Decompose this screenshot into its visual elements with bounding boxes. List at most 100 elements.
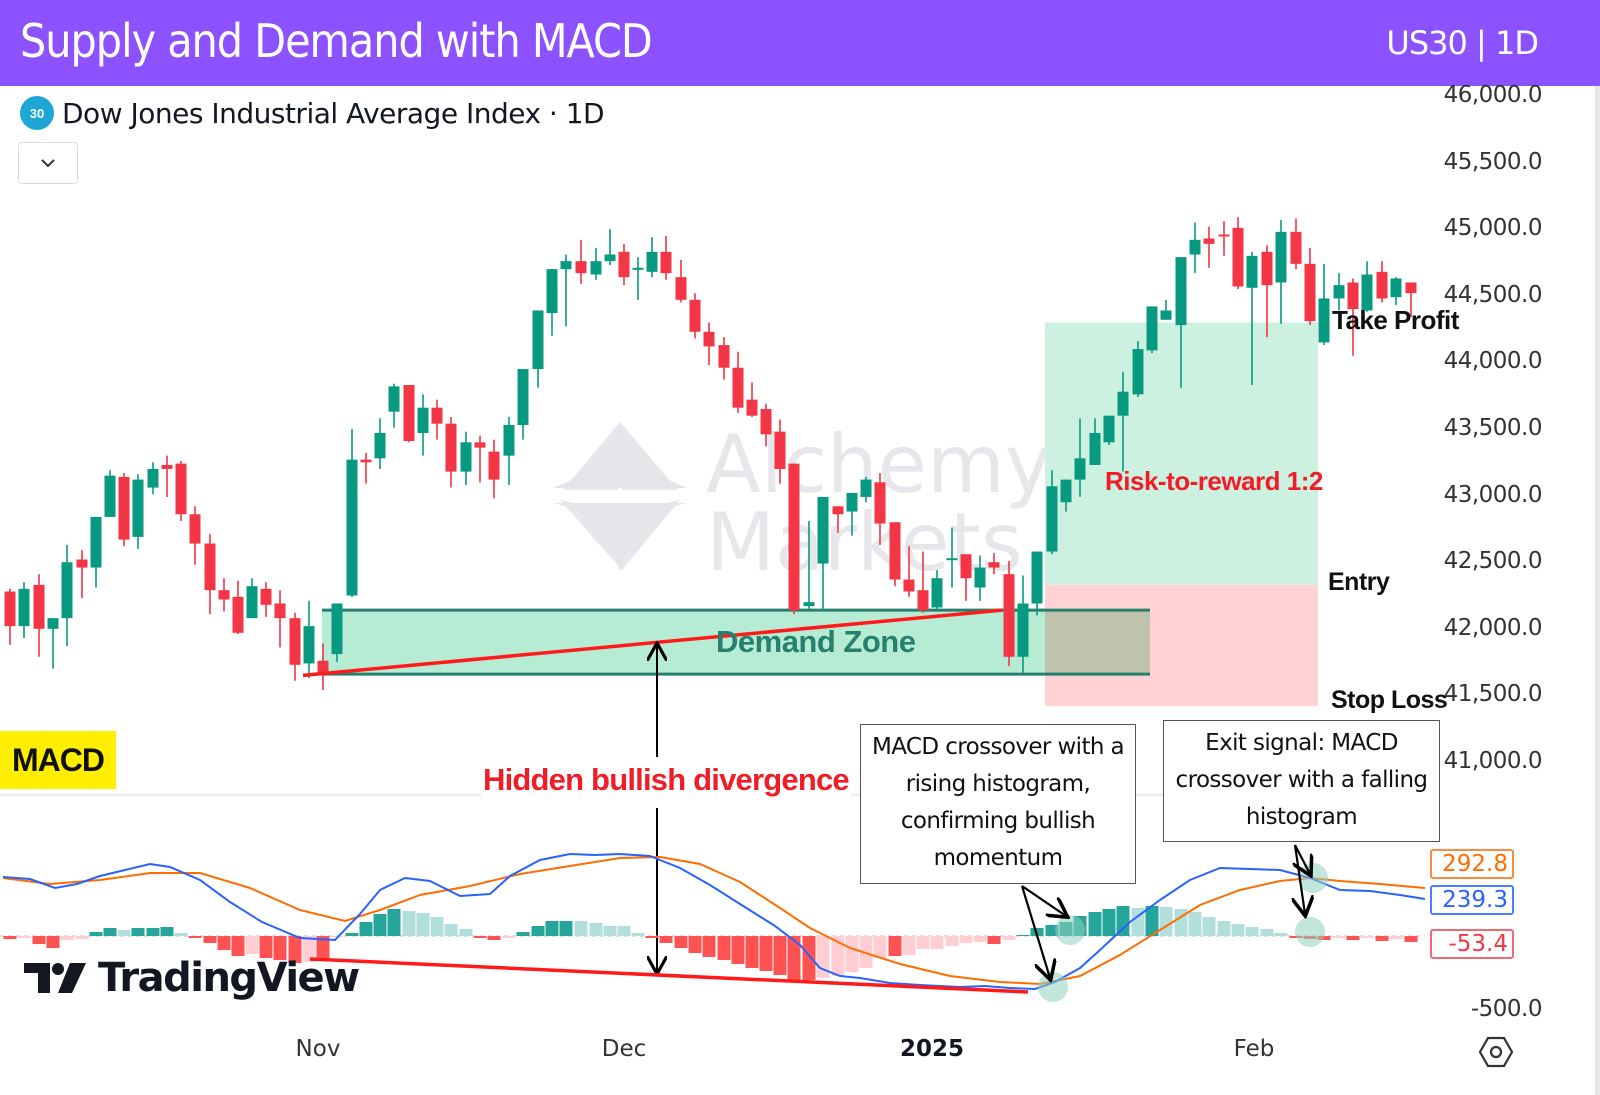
candle — [346, 429, 358, 597]
candle — [618, 243, 630, 286]
candle — [331, 603, 343, 663]
histogram-bar — [1375, 936, 1389, 941]
histogram-bar — [459, 929, 473, 936]
histogram-bar — [930, 936, 944, 949]
histogram-bar — [273, 936, 287, 960]
candle — [403, 385, 415, 443]
crossover-highlight — [1055, 915, 1085, 945]
candle — [1218, 221, 1230, 256]
histogram-bar — [416, 913, 430, 936]
histogram-bar — [987, 936, 1001, 944]
candle — [632, 257, 644, 300]
candle — [917, 551, 929, 613]
candle — [260, 582, 272, 617]
take-profit-label: Take Profit — [1332, 305, 1459, 335]
candle — [1304, 247, 1316, 326]
histogram-bar — [1404, 936, 1418, 942]
candle — [931, 570, 943, 609]
macd-divergence-trendline — [309, 957, 1029, 994]
histogram-bar — [631, 933, 645, 936]
histogram-bar — [60, 936, 74, 940]
right-edge-scrollbar[interactable] — [1595, 86, 1600, 1095]
callout-line: histogram — [1245, 804, 1358, 830]
price-axis-tick: 45,500.0 — [1443, 148, 1543, 175]
histogram-bar — [603, 926, 617, 936]
candle — [1347, 278, 1359, 356]
histogram-bar — [487, 936, 501, 940]
histogram-bar — [845, 936, 859, 972]
candle — [47, 618, 59, 669]
candle — [732, 351, 744, 414]
candle — [832, 506, 844, 533]
macd-axis-tick: -500.0 — [1470, 996, 1543, 1022]
instrument-legend[interactable]: 30 Dow Jones Industrial Average Index · … — [20, 96, 605, 130]
price-axis-tick: 42,500.0 — [1443, 548, 1543, 575]
signal-value-tag: 292.8 — [1430, 849, 1514, 879]
histogram-bar — [1159, 907, 1173, 936]
candle — [675, 259, 687, 303]
title-banner: Supply and Demand with MACD US30 | 1D — [0, 0, 1600, 86]
histogram-bar — [217, 936, 231, 950]
candle — [1132, 341, 1144, 398]
histogram-bar — [1016, 935, 1030, 936]
candle — [1333, 273, 1345, 311]
candle — [503, 417, 515, 485]
candle — [746, 382, 758, 418]
candle — [317, 643, 329, 691]
histogram-bar — [1045, 925, 1059, 936]
time-axis-label: 2025 — [899, 1036, 965, 1062]
candle — [960, 554, 972, 601]
histogram-bar — [103, 928, 117, 936]
candle — [1031, 551, 1043, 616]
candle — [175, 460, 187, 521]
price-axis-tick: 42,000.0 — [1443, 614, 1543, 641]
histogram-bar — [117, 930, 131, 936]
candle — [1246, 251, 1258, 386]
price-axis-tick: 43,500.0 — [1443, 415, 1543, 441]
histogram-bar — [402, 911, 416, 936]
candle — [189, 506, 201, 565]
histogram-bar — [387, 909, 401, 936]
candle — [974, 555, 986, 601]
collapse-legend-button[interactable] — [18, 142, 78, 184]
candle — [1189, 222, 1201, 274]
histogram-bar — [444, 924, 458, 936]
histogram-bar — [945, 936, 959, 946]
histogram-bar — [1360, 936, 1374, 938]
time-axis-label: Nov — [295, 1036, 341, 1062]
overlay-layer — [302, 608, 1003, 972]
candle — [232, 580, 244, 635]
candle — [1290, 218, 1302, 270]
callout-line: MACD crossover with a — [871, 734, 1125, 760]
histogram-bar — [717, 936, 731, 960]
candle — [1376, 261, 1388, 303]
macd-tag: MACD — [0, 731, 116, 789]
histogram-bar — [545, 921, 559, 936]
candle — [445, 417, 457, 488]
candle — [1318, 263, 1330, 346]
candle — [289, 612, 301, 681]
dji-badge-icon: 30 — [20, 96, 54, 130]
candle — [61, 544, 73, 647]
histogram-bar — [831, 936, 845, 976]
candle — [903, 546, 915, 597]
settings-gear-icon[interactable] — [1478, 1034, 1514, 1070]
histogram-bar — [146, 928, 160, 936]
histogram-bar — [203, 936, 217, 943]
candle — [774, 419, 786, 484]
candle — [689, 293, 701, 339]
candle — [1117, 371, 1129, 472]
instrument-name: Dow Jones Industrial Average Index · 1D — [62, 96, 605, 130]
tradingview-logo: TradingView — [24, 955, 360, 1001]
histogram-bar — [1217, 921, 1231, 936]
histogram-bar — [731, 936, 745, 964]
candle — [1361, 261, 1373, 312]
callout-line: momentum — [933, 845, 1063, 871]
candle — [460, 431, 472, 485]
candle — [388, 383, 400, 428]
exit-signal-callout: Exit signal: MACD crossover with a falli… — [1163, 720, 1440, 842]
candle — [1103, 415, 1115, 445]
histogram-bar — [973, 936, 987, 942]
callout-arrow — [1020, 885, 1050, 978]
